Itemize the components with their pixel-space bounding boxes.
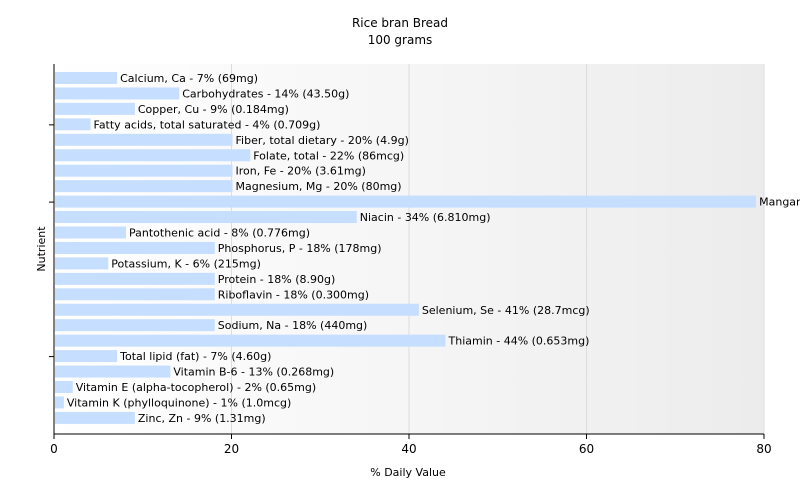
bar-label: Carbohydrates - 14% (43.50g): [182, 87, 349, 100]
bar: [55, 257, 109, 270]
bar-label: Pantothenic acid - 8% (0.776mg): [129, 227, 310, 240]
bar-label: Manganese, Mn - 79% (1.585mg): [759, 196, 800, 209]
x-tick-label: 20: [224, 442, 239, 456]
bar-label: Potassium, K - 6% (215mg): [111, 257, 261, 270]
bar: [55, 334, 446, 347]
bar-label: Thiamin - 44% (0.653mg): [448, 335, 590, 348]
chart-title: Rice bran Bread: [352, 16, 448, 30]
bar: [55, 195, 757, 208]
bar-label: Vitamin K (phylloquinone) - 1% (1.0mcg): [67, 396, 291, 409]
bar-label: Folate, total - 22% (86mcg): [253, 149, 404, 162]
bar-label: Zinc, Zn - 9% (1.31mg): [138, 412, 266, 425]
bar: [55, 118, 91, 131]
bar: [55, 381, 73, 393]
bar-label: Vitamin B-6 - 13% (0.268mg): [173, 366, 334, 379]
bar: [55, 164, 233, 177]
grid-lines: [231, 64, 765, 434]
chart-subtitle: 100 grams: [368, 33, 433, 47]
x-tick-label: 0: [50, 442, 58, 456]
bar-label: Calcium, Ca - 7% (69mg): [120, 72, 258, 85]
bar-label: Magnesium, Mg - 20% (80mg): [236, 180, 402, 193]
bar-label: Niacin - 34% (6.810mg): [360, 211, 491, 224]
bar-label: Riboflavin - 18% (0.300mg): [218, 288, 369, 301]
bar-label: Protein - 18% (8.90g): [218, 273, 336, 286]
bar-label: Phosphorus, P - 18% (178mg): [218, 242, 382, 255]
axes-group: 0 20 40 60 80: [49, 64, 772, 456]
x-axis-label: % Daily Value: [370, 466, 446, 479]
bar-label: Selenium, Se - 41% (28.7mcg): [422, 304, 590, 317]
bar: [55, 303, 419, 316]
x-tick-label: 80: [756, 442, 771, 456]
bar-label: Total lipid (fat) - 7% (4.60g): [119, 350, 271, 363]
bar-label: Sodium, Na - 18% (440mg): [218, 319, 368, 332]
bar-label: Vitamin E (alpha-tocopherol) - 2% (0.65m…: [76, 381, 316, 394]
bar: [55, 133, 233, 146]
bar-label: Iron, Fe - 20% (3.61mg): [236, 165, 366, 178]
bar: [55, 149, 251, 162]
bar: [55, 241, 215, 254]
y-axis-label: Nutrient: [35, 226, 48, 272]
x-tick-label: 60: [579, 442, 594, 456]
bar: [55, 319, 215, 332]
bar: [55, 72, 118, 84]
bar: [55, 411, 135, 424]
bar: [55, 226, 126, 239]
bar: [55, 272, 215, 285]
bar: [55, 102, 135, 115]
bar-label: Fiber, total dietary - 20% (4.9g): [236, 134, 409, 147]
bar: [55, 365, 171, 378]
bar: [55, 211, 357, 224]
bar-label: Fatty acids, total saturated - 4% (0.709…: [94, 118, 321, 131]
x-tick-label: 40: [401, 442, 416, 456]
bar: [55, 288, 215, 301]
bar: [55, 396, 64, 409]
bar: [55, 350, 118, 363]
bar: [55, 180, 233, 193]
bar: [55, 87, 180, 100]
bar-label: Copper, Cu - 9% (0.184mg): [138, 103, 289, 116]
bars-group: Calcium, Ca - 7% (69mg) Carbohydrates - 1…: [55, 72, 800, 425]
